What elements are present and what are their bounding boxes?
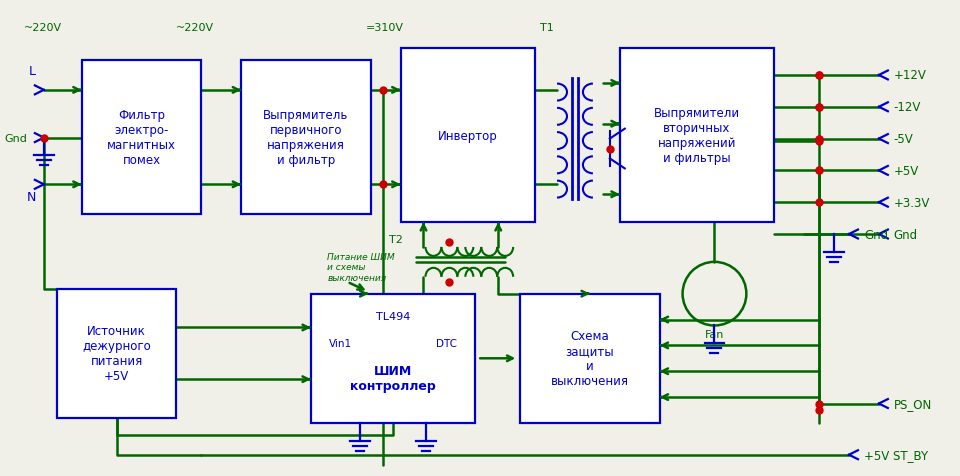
Text: Схема
защиты
и
выключения: Схема защиты и выключения [551, 329, 629, 387]
Text: +5V: +5V [894, 165, 919, 178]
Text: Gnd: Gnd [864, 228, 888, 241]
Text: Фильтр
электро-
магнитных
помех: Фильтр электро- магнитных помех [107, 109, 176, 167]
Text: +5V ST_BY: +5V ST_BY [864, 448, 928, 461]
Text: Выпрямители
вторичных
напряжений
и фильтры: Выпрямители вторичных напряжений и фильт… [654, 107, 740, 165]
Text: Питание ШИМ
и схемы
выключения: Питание ШИМ и схемы выключения [327, 252, 395, 282]
Bar [241, 61, 371, 215]
Text: Gnd: Gnd [5, 133, 28, 143]
Text: DTC: DTC [437, 338, 457, 348]
Text: Источник
дежурного
питания
+5V: Источник дежурного питания +5V [83, 325, 151, 383]
Text: +12V: +12V [894, 69, 926, 82]
Text: T2: T2 [389, 235, 402, 245]
Text: +3.3V: +3.3V [894, 196, 930, 209]
Text: PS_ON: PS_ON [894, 397, 932, 410]
Text: N: N [27, 191, 36, 204]
Text: ШИМ
контроллер: ШИМ контроллер [350, 365, 436, 392]
Text: L: L [29, 65, 36, 78]
Text: Выпрямитель
первичного
напряжения
и фильтр: Выпрямитель первичного напряжения и филь… [263, 109, 348, 167]
Bar [311, 294, 475, 423]
Text: ~220V: ~220V [177, 23, 214, 33]
Bar [520, 294, 660, 423]
Text: ~220V: ~220V [24, 23, 62, 33]
Bar [400, 49, 535, 223]
Text: T1: T1 [540, 23, 554, 33]
Text: Fan: Fan [705, 330, 724, 340]
Text: Gnd: Gnd [894, 228, 918, 241]
Bar [57, 289, 177, 418]
Text: -12V: -12V [894, 101, 922, 114]
Text: Инвертор: Инвертор [438, 129, 497, 142]
Text: =310V: =310V [366, 23, 404, 33]
Text: Vin1: Vin1 [329, 338, 352, 348]
Bar [620, 49, 775, 223]
Text: TL494: TL494 [376, 311, 410, 321]
Text: -5V: -5V [894, 133, 914, 146]
Bar [82, 61, 202, 215]
